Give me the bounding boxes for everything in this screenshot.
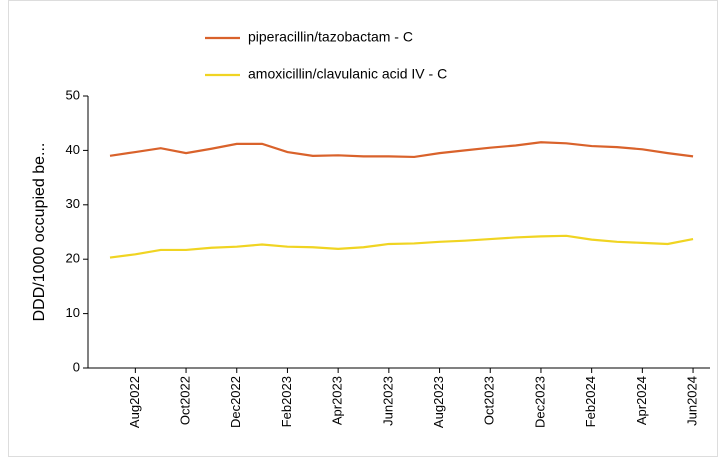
legend-label: piperacillin/tazobactam - C xyxy=(248,29,413,45)
x-tick-label: Jun2024 xyxy=(684,376,699,426)
y-tick-label: 20 xyxy=(66,251,80,266)
x-tick-label: Apr2023 xyxy=(330,376,345,425)
x-tick-label: Aug2023 xyxy=(431,376,446,428)
x-tick-label: Dec2022 xyxy=(228,376,243,428)
x-tick-label: Apr2024 xyxy=(634,376,649,425)
y-axis-label: DDD/1000 occupied be... xyxy=(31,143,48,322)
x-tick-label: Oct2022 xyxy=(177,376,192,425)
x-tick-label: Aug2022 xyxy=(127,376,142,428)
y-tick-label: 30 xyxy=(66,196,80,211)
series-line xyxy=(109,141,694,159)
y-tick-label: 40 xyxy=(66,142,80,157)
series-line xyxy=(109,234,694,259)
x-tick-label: Oct2023 xyxy=(482,376,497,425)
x-tick-label: Jun2023 xyxy=(380,376,395,426)
x-tick-label: Dec2023 xyxy=(532,376,547,428)
y-tick-label: 0 xyxy=(73,359,80,374)
y-tick-label: 50 xyxy=(66,87,80,102)
y-tick-label: 10 xyxy=(66,305,80,320)
legend-label: amoxicillin/clavulanic acid IV - C xyxy=(248,66,447,82)
x-tick-label: Feb2023 xyxy=(279,376,294,427)
x-tick-label: Feb2024 xyxy=(583,376,598,427)
